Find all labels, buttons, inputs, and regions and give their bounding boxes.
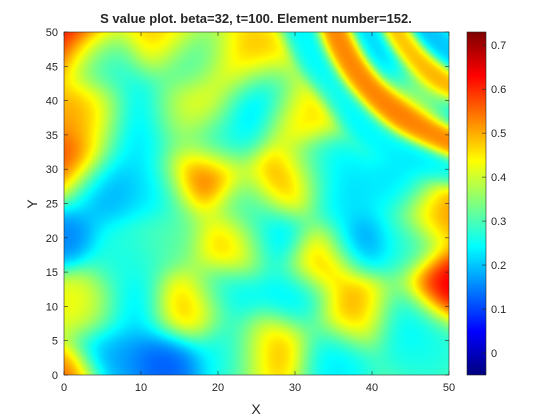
x-tick-label: 40 [366, 382, 378, 394]
y-tick-label: 0 [52, 370, 58, 382]
y-tick-label: 50 [46, 27, 58, 39]
y-tick-label: 30 [46, 164, 58, 176]
y-tick-label: 35 [46, 130, 58, 142]
y-tick-label: 25 [46, 199, 58, 211]
y-axis: 0 5 10 15 20 25 30 35 40 45 50 [46, 27, 449, 382]
plot-area: 0 10 20 30 40 50 0 5 10 15 20 25 30 35 40 45 50 [46, 27, 455, 394]
colorbar-frame [466, 31, 487, 376]
y-tick-label: 40 [46, 96, 58, 108]
colorbar-gradient [467, 32, 486, 375]
heatmap-field [64, 32, 449, 375]
x-tick-label: 20 [212, 382, 224, 394]
colorbar-tick-label: 0.3 [491, 216, 506, 228]
colorbar-tick-label: 0.7 [491, 40, 506, 52]
y-tick-label: 10 [46, 301, 58, 313]
x-tick-label: 30 [289, 382, 301, 394]
y-tick-label: 20 [46, 233, 58, 245]
x-tick-label: 50 [443, 382, 455, 394]
colorbar-tick-label: 0 [491, 348, 497, 360]
y-axis-label: Y [24, 199, 40, 209]
colorbar-axis: 0 0.1 0.2 0.3 0.4 0.5 0.6 0.7 [482, 40, 506, 360]
colorbar-tick-label: 0.2 [491, 260, 506, 272]
x-tick-label: 10 [135, 382, 147, 394]
colorbar-tick-label: 0.4 [491, 172, 506, 184]
chart-title: S value plot. beta=32, t=100. Element nu… [100, 11, 412, 26]
y-tick-label: 15 [46, 267, 58, 279]
x-axis-label: X [251, 401, 261, 417]
colorbar-tick-label: 0.1 [491, 304, 506, 316]
colorbar: 0 0.1 0.2 0.3 0.4 0.5 0.6 0.7 [466, 31, 506, 376]
x-tick-label: 0 [61, 382, 67, 394]
y-tick-label: 5 [52, 336, 58, 348]
x-axis: 0 10 20 30 40 50 [61, 32, 455, 394]
colorbar-tick-label: 0.5 [491, 128, 506, 140]
colorbar-tick-label: 0.6 [491, 84, 506, 96]
y-tick-label: 45 [46, 61, 58, 73]
